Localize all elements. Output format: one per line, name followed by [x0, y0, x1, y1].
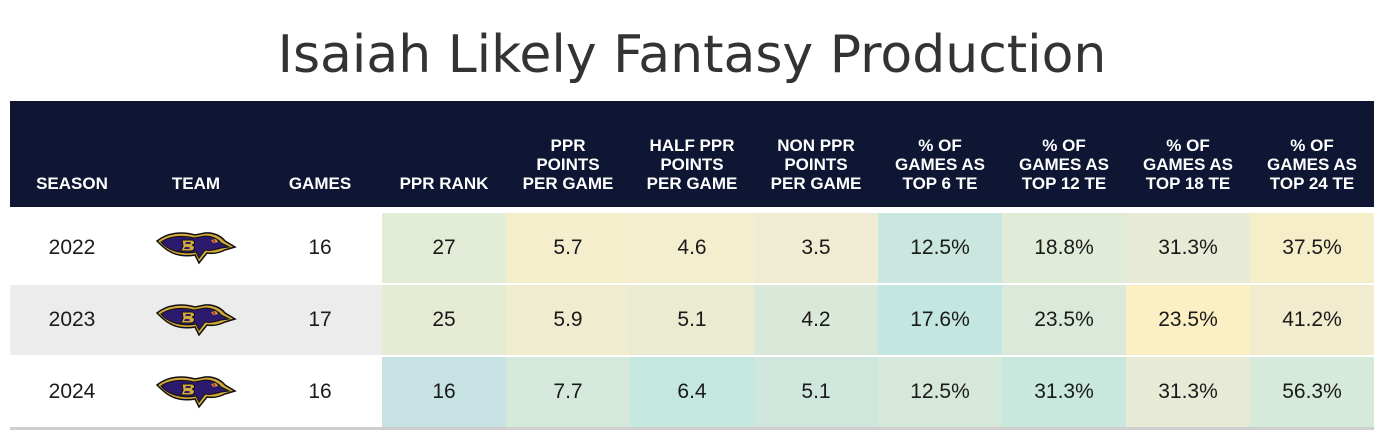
- stat-cell: 3.5: [754, 207, 878, 284]
- column-header: PPR POINTS PER GAME: [506, 101, 630, 210]
- column-header-label: NON PPR POINTS PER GAME: [770, 136, 862, 193]
- column-header-label: GAMES: [288, 174, 352, 193]
- stat-cell: 12.5%: [878, 207, 1002, 284]
- column-header: NON PPR POINTS PER GAME: [754, 101, 878, 210]
- table-row: 2022 16 27 5.7 4.6 3.5 12.5% 18.8% 31.3% 37.5%: [10, 207, 1374, 284]
- stat-cell: 5.7: [506, 207, 630, 284]
- stats-table: SEASON TEAM GAMES PPR RANK PPR POINTS PER GA…: [10, 101, 1374, 430]
- stat-cell: 17.6%: [878, 283, 1002, 356]
- stat-cell: 31.3%: [1002, 355, 1126, 430]
- stat-cell: 41.2%: [1250, 283, 1374, 356]
- header-row: SEASON TEAM GAMES PPR RANK PPR POINTS PER GA…: [10, 101, 1374, 210]
- stat-cell: 16: [382, 355, 506, 430]
- ravens-logo-icon: [155, 376, 237, 409]
- column-header: % OF GAMES AS TOP 18 TE: [1126, 101, 1250, 210]
- stat-cell: 5.1: [630, 283, 754, 356]
- stat-cell: 31.3%: [1126, 355, 1250, 430]
- season-cell: 2022: [10, 207, 134, 284]
- team-cell: [134, 355, 258, 430]
- stat-cell: 5.9: [506, 283, 630, 356]
- table-body: 2022 16 27 5.7 4.6 3.5 12.5% 18.8% 31.3% 37.5% 202…: [10, 207, 1374, 430]
- games-cell: 17: [258, 283, 382, 356]
- table-header: SEASON TEAM GAMES PPR RANK PPR POINTS PER GA…: [10, 101, 1374, 210]
- column-header: SEASON: [10, 101, 134, 210]
- ravens-logo-icon: [155, 232, 237, 265]
- stat-cell: 56.3%: [1250, 355, 1374, 430]
- column-header: % OF GAMES AS TOP 12 TE: [1002, 101, 1126, 210]
- column-header-label: PPR POINTS PER GAME: [522, 136, 614, 193]
- column-header-label: HALF PPR POINTS PER GAME: [646, 136, 738, 193]
- stat-cell: 7.7: [506, 355, 630, 430]
- games-cell: 16: [258, 207, 382, 284]
- column-header: PPR RANK: [382, 101, 506, 210]
- column-header-label: % OF GAMES AS TOP 18 TE: [1142, 136, 1234, 193]
- column-header-label: % OF GAMES AS TOP 6 TE: [894, 136, 986, 193]
- stat-cell: 23.5%: [1126, 283, 1250, 356]
- column-header: % OF GAMES AS TOP 6 TE: [878, 101, 1002, 210]
- stat-cell: 5.1: [754, 355, 878, 430]
- column-header: HALF PPR POINTS PER GAME: [630, 101, 754, 210]
- column-header: % OF GAMES AS TOP 24 TE: [1250, 101, 1374, 210]
- column-header-label: % OF GAMES AS TOP 12 TE: [1018, 136, 1110, 193]
- column-header-label: % OF GAMES AS TOP 24 TE: [1266, 136, 1358, 193]
- stat-cell: 27: [382, 207, 506, 284]
- ravens-logo-icon: [155, 304, 237, 337]
- stat-cell: 23.5%: [1002, 283, 1126, 356]
- column-header: TEAM: [134, 101, 258, 210]
- table-row: 2024 16 16 7.7 6.4 5.1 12.5% 31.3% 31.3% 56.3%: [10, 355, 1374, 430]
- stat-cell: 18.8%: [1002, 207, 1126, 284]
- column-header-label: TEAM: [171, 174, 221, 193]
- season-cell: 2023: [10, 283, 134, 356]
- stat-cell: 25: [382, 283, 506, 356]
- stat-cell: 4.6: [630, 207, 754, 284]
- column-header-label: SEASON: [36, 174, 108, 193]
- season-cell: 2024: [10, 355, 134, 430]
- page-title: Isaiah Likely Fantasy Production: [277, 25, 1107, 85]
- column-header-label: PPR RANK: [399, 174, 489, 193]
- column-header: GAMES: [258, 101, 382, 210]
- stat-cell: 31.3%: [1126, 207, 1250, 284]
- games-cell: 16: [258, 355, 382, 430]
- stat-cell: 6.4: [630, 355, 754, 430]
- team-cell: [134, 283, 258, 356]
- team-cell: [134, 207, 258, 284]
- stat-cell: 4.2: [754, 283, 878, 356]
- table-row: 2023 17 25 5.9 5.1 4.2 17.6% 23.5% 23.5% 41.2%: [10, 283, 1374, 356]
- stat-cell: 37.5%: [1250, 207, 1374, 284]
- stat-cell: 12.5%: [878, 355, 1002, 430]
